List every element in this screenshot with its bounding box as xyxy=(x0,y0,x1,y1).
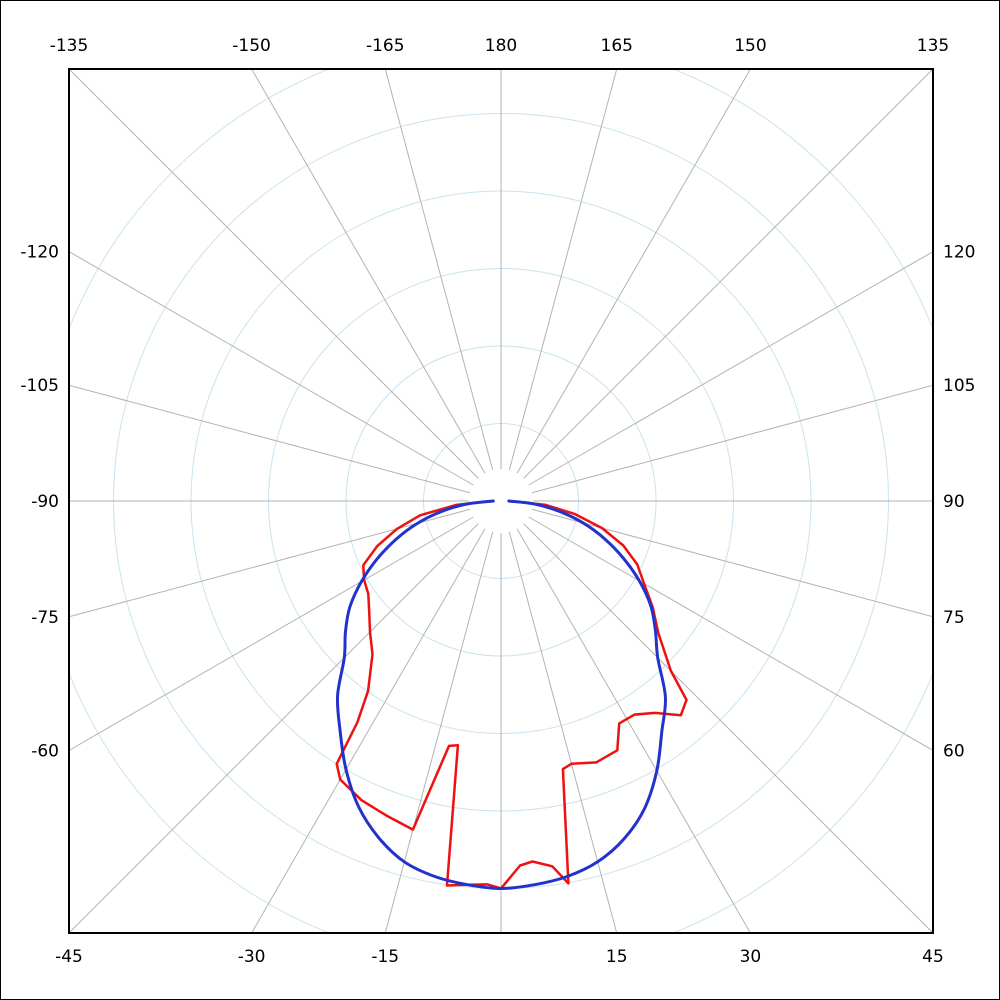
grid-radial xyxy=(516,69,751,474)
plot-frame xyxy=(68,68,934,934)
angle-label: -120 xyxy=(20,243,59,263)
angle-label: -150 xyxy=(232,36,271,56)
angle-label: 165 xyxy=(601,36,633,56)
grid-radial xyxy=(384,69,494,471)
grid-radial xyxy=(251,528,486,933)
angle-label: 120 xyxy=(943,243,975,263)
grid-radial xyxy=(516,528,751,933)
grid-radial xyxy=(528,516,933,751)
angle-label: -15 xyxy=(371,947,399,967)
angle-label: -105 xyxy=(20,376,59,396)
angle-label: -135 xyxy=(50,36,89,56)
grid-radial xyxy=(69,69,479,479)
grid-radial xyxy=(508,69,618,471)
grid-radial xyxy=(69,516,474,751)
angle-label: 135 xyxy=(917,36,949,56)
grid-radial xyxy=(69,523,479,933)
grid-radial xyxy=(384,531,494,933)
grid-radial xyxy=(69,251,474,486)
angle-label: -45 xyxy=(55,947,83,967)
grid-radial xyxy=(531,384,933,494)
angle-label: 150 xyxy=(734,36,766,56)
grid-radial xyxy=(523,69,933,479)
series-blue-curve xyxy=(335,499,668,890)
angle-label: -30 xyxy=(238,947,266,967)
angle-label: 15 xyxy=(606,947,628,967)
angle-label: -165 xyxy=(366,36,405,56)
angle-label: -60 xyxy=(31,741,59,761)
angle-label: 30 xyxy=(740,947,762,967)
grid-radial xyxy=(69,384,471,494)
angle-label: 75 xyxy=(943,608,965,628)
angle-label: -75 xyxy=(31,608,59,628)
angle-label: 180 xyxy=(485,36,517,56)
angle-label: 105 xyxy=(943,376,975,396)
grid-radial xyxy=(523,523,933,933)
angle-label: 45 xyxy=(922,947,944,967)
angle-label: 60 xyxy=(943,741,965,761)
angle-label: -90 xyxy=(31,492,59,512)
grid-radial xyxy=(508,531,618,933)
grid-radial xyxy=(69,508,471,618)
grid-radial xyxy=(251,69,486,474)
plot-area xyxy=(69,69,933,933)
grid-radial xyxy=(528,251,933,486)
angle-label: 90 xyxy=(943,492,965,512)
